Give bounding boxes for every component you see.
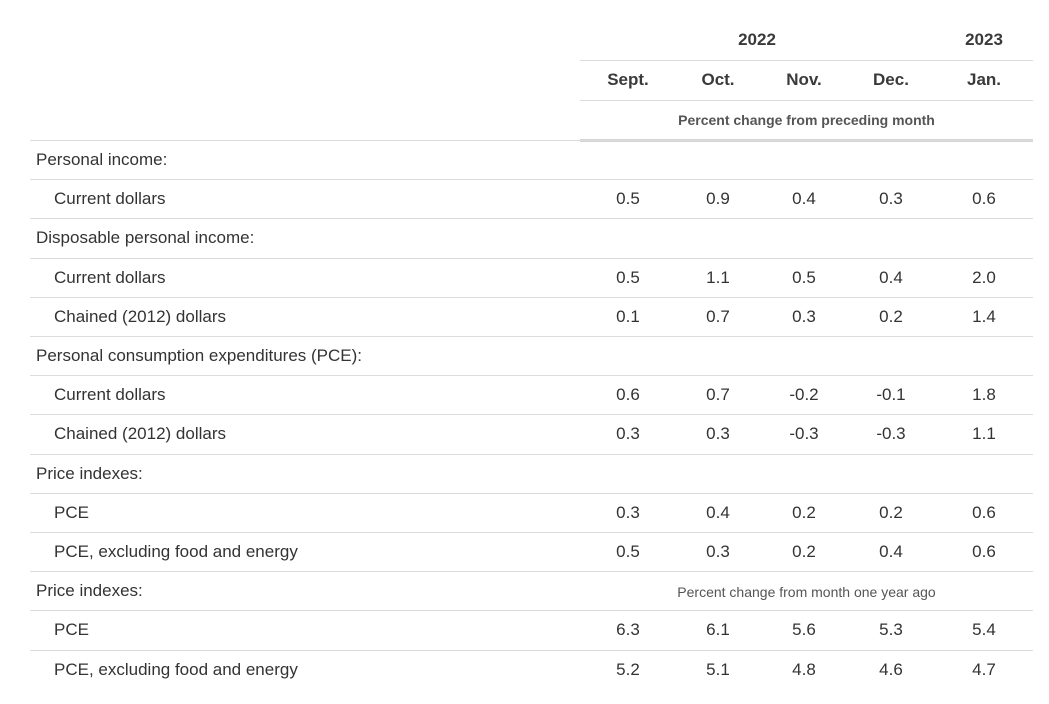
value-cell: -0.2	[789, 385, 819, 404]
value-cell: 0.6	[972, 542, 996, 561]
value-cell: 4.7	[972, 660, 996, 679]
section-label: Price indexes:	[36, 581, 143, 600]
value-cell: 0.3	[706, 424, 730, 443]
month-divider	[580, 100, 1033, 101]
row-label: Current dollars	[54, 268, 166, 287]
row-divider	[30, 571, 1033, 572]
value-cell: 0.2	[879, 503, 903, 522]
month-header-nov: Nov.	[786, 70, 822, 89]
row-divider	[30, 258, 1033, 259]
row-divider	[30, 610, 1033, 611]
month-header-dec: Dec.	[873, 70, 909, 89]
value-cell: 0.2	[792, 503, 816, 522]
month-header-oct: Oct.	[701, 70, 735, 89]
row-divider	[30, 218, 1033, 219]
value-cell: 5.4	[972, 620, 996, 639]
row-divider	[30, 493, 1033, 494]
value-cell: 0.6	[972, 503, 996, 522]
value-cell: 0.5	[616, 268, 640, 287]
value-cell: 0.3	[792, 307, 816, 326]
value-cell: 0.1	[616, 307, 640, 326]
value-cell: 0.3	[616, 424, 640, 443]
value-cell: 0.5	[792, 268, 816, 287]
value-cell: 0.9	[706, 189, 730, 208]
value-cell: 0.2	[792, 542, 816, 561]
value-cell: 6.3	[616, 620, 640, 639]
value-cell: 0.4	[879, 542, 903, 561]
row-divider	[30, 650, 1033, 651]
row-label: Current dollars	[54, 385, 166, 404]
value-cell: 4.8	[792, 660, 816, 679]
row-divider	[30, 454, 1033, 455]
row-label: PCE	[54, 620, 89, 639]
year-header-2023: 2023	[965, 30, 1003, 49]
section-label: Disposable personal income:	[36, 228, 255, 247]
section-label: Personal income:	[36, 150, 168, 169]
section-label: Price indexes:	[36, 464, 143, 483]
value-cell: 6.1	[706, 620, 730, 639]
year-divider	[580, 60, 1033, 61]
row-divider	[30, 297, 1033, 298]
value-cell: 2.0	[972, 268, 996, 287]
value-cell: -0.3	[789, 424, 819, 443]
row-label: Chained (2012) dollars	[54, 307, 226, 326]
value-cell: 5.6	[792, 620, 816, 639]
value-cell: 0.4	[792, 189, 816, 208]
value-cell: 0.6	[616, 385, 640, 404]
row-divider	[30, 532, 1033, 533]
row-divider	[30, 179, 1033, 180]
row-label: PCE	[54, 503, 89, 522]
value-cell: 0.7	[706, 307, 730, 326]
value-cell: 0.5	[616, 189, 640, 208]
section-label: Personal consumption expenditures (PCE):	[36, 346, 362, 365]
value-cell: 0.4	[706, 503, 730, 522]
value-cell: 4.6	[879, 660, 903, 679]
unit-caption-monthly: Percent change from preceding month	[678, 112, 935, 128]
row-divider	[30, 414, 1033, 415]
row-label: Current dollars	[54, 189, 166, 208]
month-header-jan: Jan.	[966, 70, 1002, 89]
value-cell: 0.2	[879, 307, 903, 326]
value-cell: 0.3	[879, 189, 903, 208]
value-cell: 0.6	[972, 189, 996, 208]
row-label: PCE, excluding food and energy	[54, 542, 298, 561]
value-cell: 0.4	[879, 268, 903, 287]
unit-caption-yearly: Percent change from month one year ago	[677, 584, 936, 600]
value-cell: 0.3	[616, 503, 640, 522]
value-cell: 5.3	[879, 620, 903, 639]
row-divider	[30, 140, 1033, 141]
value-cell: 0.7	[706, 385, 730, 404]
month-header-sept: Sept.	[607, 70, 649, 89]
value-cell: -0.1	[876, 385, 906, 404]
value-cell: 1.4	[972, 307, 996, 326]
value-cell: 1.1	[972, 424, 996, 443]
value-cell: 1.1	[706, 268, 730, 287]
value-cell: 5.2	[616, 660, 640, 679]
value-cell: 0.3	[706, 542, 730, 561]
value-cell: 5.1	[706, 660, 730, 679]
value-cell: 0.5	[616, 542, 640, 561]
year-header-2022: 2022	[738, 30, 776, 49]
row-label: PCE, excluding food and energy	[54, 660, 298, 679]
row-divider	[30, 336, 1033, 337]
value-cell: -0.3	[876, 424, 906, 443]
value-cell: 1.8	[972, 385, 996, 404]
row-label: Chained (2012) dollars	[54, 424, 226, 443]
row-divider	[30, 375, 1033, 376]
